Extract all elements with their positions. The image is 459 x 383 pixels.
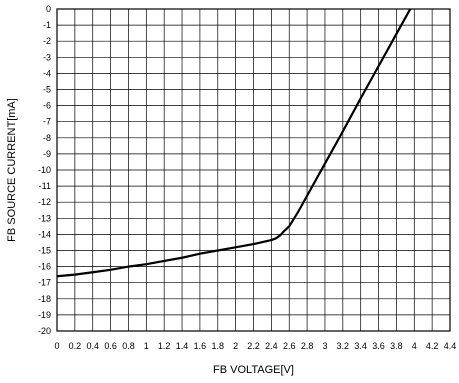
x-tick-label: 2.4 — [265, 341, 278, 351]
x-tick-label: 0.2 — [69, 341, 82, 351]
y-tick-label: -7 — [43, 117, 51, 127]
x-tick-label: 3 — [322, 341, 327, 351]
series-layer — [57, 9, 412, 278]
x-tick-label: 2.6 — [283, 341, 296, 351]
y-tick-labels: 0 -1 -2 -3 -4 -5 -6 -7 -8 -9 -10 -11 -12 -13 -14 -15 -16… — [38, 4, 51, 336]
x-tick-label: 1.2 — [158, 341, 171, 351]
y-tick-label: -15 — [38, 246, 51, 256]
y-tick-label: -3 — [43, 52, 51, 62]
y-tick-label: -5 — [43, 85, 51, 95]
y-tick-label: -17 — [38, 278, 51, 288]
y-axis-title: FB SOURCE CURRENT[mA] — [6, 98, 18, 242]
y-tick-label: -19 — [38, 310, 51, 320]
x-axis-title: FB VOLTAGE[V] — [213, 364, 294, 376]
y-tick-label: -10 — [38, 165, 51, 175]
x-tick-labels: 0 0.2 0.4 0.6 0.8 1 1.2 1.4 1.6 1.8 2 2.2 2.4 2.6 2.8 3… — [54, 341, 456, 351]
y-tick-label: -14 — [38, 229, 51, 239]
x-tick-label: 1 — [144, 341, 149, 351]
x-tick-label: 3.4 — [354, 341, 367, 351]
y-tick-label: -4 — [43, 68, 51, 78]
x-tick-label: 1.6 — [194, 341, 207, 351]
x-tick-label: 0.6 — [104, 341, 117, 351]
series-line — [57, 9, 412, 278]
x-tick-label: 3.8 — [390, 341, 403, 351]
plot-frame — [56, 8, 451, 332]
y-tick-label: 0 — [46, 4, 51, 14]
y-tick-label: -13 — [38, 213, 51, 223]
y-tick-label: -1 — [43, 20, 51, 30]
x-tick-label: 3.6 — [372, 341, 385, 351]
x-tick-label: 2 — [233, 341, 238, 351]
y-tick-label: -6 — [43, 101, 51, 111]
x-tick-label: 1.8 — [212, 341, 225, 351]
x-tick-label: 2.2 — [247, 341, 260, 351]
x-tick-label: 3.2 — [337, 341, 350, 351]
x-tick-label: 4.4 — [444, 341, 457, 351]
x-tick-label: 0 — [54, 341, 59, 351]
x-tick-label: 0.8 — [122, 341, 135, 351]
x-tick-label: 0.4 — [86, 341, 99, 351]
x-tick-label: 4.2 — [426, 341, 439, 351]
x-tick-label: 1.4 — [176, 341, 189, 351]
x-tick-label: 4 — [412, 341, 417, 351]
y-tick-label: -9 — [43, 149, 51, 159]
y-tick-label: -2 — [43, 36, 51, 46]
y-tick-label: -20 — [38, 326, 51, 336]
x-tick-label: 2.8 — [301, 341, 314, 351]
y-tick-label: -16 — [38, 262, 51, 272]
y-tick-label: -8 — [43, 133, 51, 143]
y-tick-label: -18 — [38, 294, 51, 304]
y-tick-label: -11 — [39, 181, 51, 191]
y-tick-label: -12 — [38, 197, 51, 207]
grid-lines — [56, 8, 451, 332]
